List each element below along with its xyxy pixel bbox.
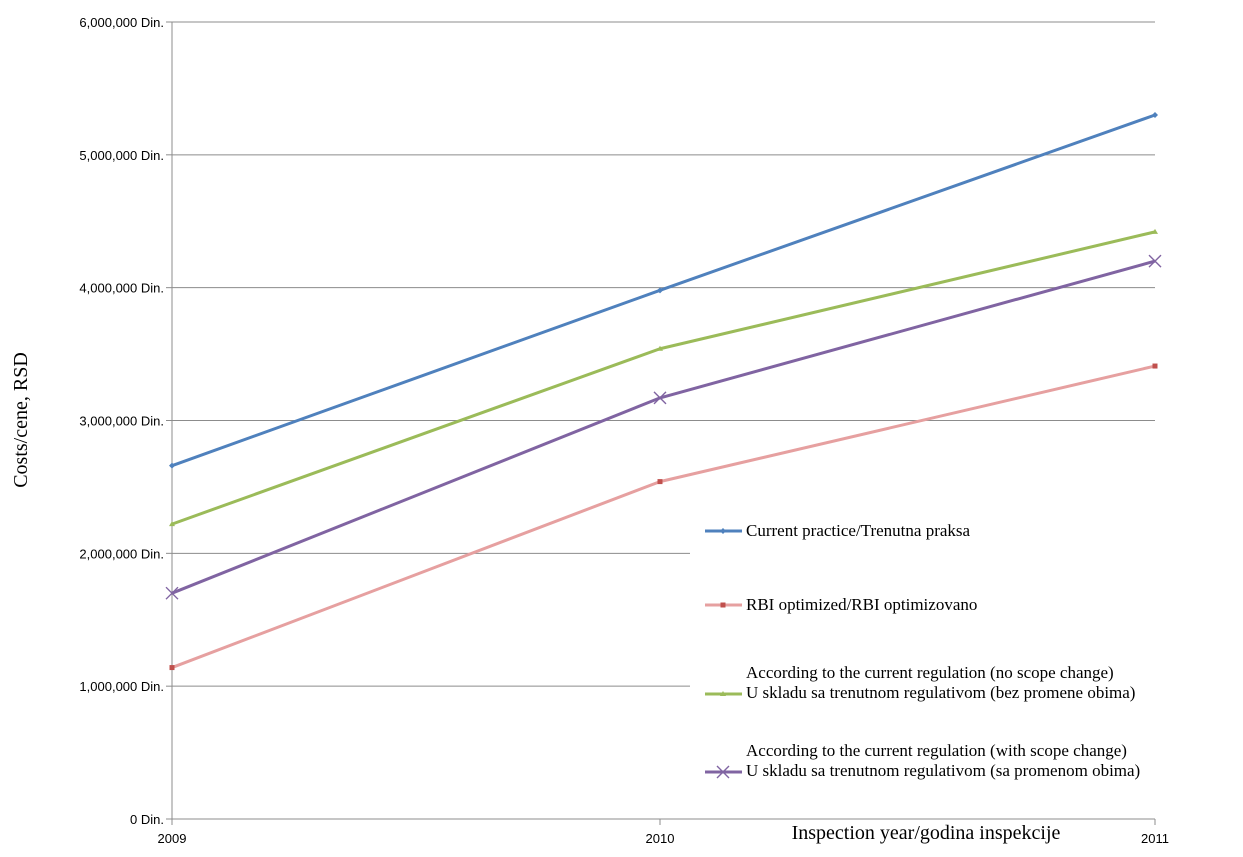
data-point-series-1 <box>657 287 663 294</box>
data-point-series-2 <box>657 479 663 485</box>
data-point-series-3 <box>169 521 175 527</box>
y-tick-label: 0 Din. <box>130 812 164 827</box>
legend-label-1: Current practice/Trenutna praksa <box>746 521 971 540</box>
legend-marker-3 <box>720 691 726 696</box>
data-point-series-3 <box>1152 228 1158 234</box>
legend-label-2: RBI optimized/RBI optimizovano <box>746 595 977 614</box>
y-tick-label: 5,000,000 Din. <box>79 148 164 163</box>
legend-label-3: U skladu sa trenutnom regulativom (bez p… <box>746 683 1135 702</box>
axes: 0 Din. 1,000,000 Din. 2,000,000 Din. 3,000,… <box>79 15 1169 846</box>
data-point-series-1 <box>169 462 175 469</box>
data-point-series-4 <box>1148 254 1162 268</box>
legend-label-3: According to the current regulation (no … <box>746 663 1114 682</box>
legend-label-4: U skladu sa trenutnom regulativom (sa pr… <box>746 761 1140 780</box>
y-tick-label: 4,000,000 Din. <box>79 281 164 296</box>
series-lines <box>165 111 1162 671</box>
y-tick-label: 1,000,000 Din. <box>79 679 164 694</box>
series-line-1 <box>171 113 1156 468</box>
x-axis-title: Inspection year/godina inspekcije <box>792 822 1061 844</box>
legend-box <box>690 520 1243 800</box>
legend: Current practice/Trenutna praksa RBI opti… <box>705 521 1140 780</box>
data-point-series-2 <box>169 665 175 671</box>
data-point-series-4 <box>165 586 179 600</box>
y-tick-label: 2,000,000 Din. <box>79 546 164 561</box>
legend-background <box>690 520 1243 800</box>
data-point-series-1 <box>1152 111 1158 118</box>
x-tick-label: 2009 <box>158 831 187 846</box>
legend-marker-1 <box>720 528 726 534</box>
data-point-series-2 <box>1152 363 1158 369</box>
legend-marker-4 <box>716 765 730 779</box>
data-point-series-3 <box>657 345 663 351</box>
data-point-series-4 <box>653 391 667 405</box>
legend-marker-2 <box>720 602 726 608</box>
y-tick-label: 6,000,000 Din. <box>79 15 164 30</box>
x-tick-label: 2010 <box>646 831 675 846</box>
x-tick-label: 2011 <box>1141 831 1169 846</box>
y-axis-title: Costs/cene, RSD <box>10 352 32 488</box>
y-tick-label: 3,000,000 Din. <box>79 414 164 429</box>
legend-label-4: According to the current regulation (wit… <box>746 741 1127 760</box>
